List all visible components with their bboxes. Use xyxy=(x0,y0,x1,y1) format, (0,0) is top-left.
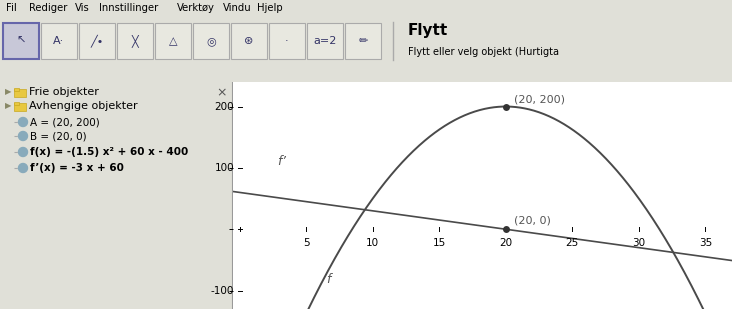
Text: ✏: ✏ xyxy=(358,36,367,46)
FancyBboxPatch shape xyxy=(14,102,19,105)
Text: ▶: ▶ xyxy=(5,87,12,96)
Text: ╱•: ╱• xyxy=(90,35,104,47)
Text: Frie objekter: Frie objekter xyxy=(29,87,99,97)
Text: ╳: ╳ xyxy=(132,35,138,47)
FancyBboxPatch shape xyxy=(79,23,115,59)
Text: A = (20, 200): A = (20, 200) xyxy=(30,117,100,127)
FancyBboxPatch shape xyxy=(155,23,191,59)
FancyBboxPatch shape xyxy=(307,23,343,59)
Circle shape xyxy=(18,147,28,156)
Text: B = (20, 0): B = (20, 0) xyxy=(30,131,86,141)
Text: f’: f’ xyxy=(277,155,286,168)
Text: 25: 25 xyxy=(566,238,579,248)
FancyBboxPatch shape xyxy=(117,23,153,59)
Text: Flytt: Flytt xyxy=(408,23,448,38)
Text: ↖: ↖ xyxy=(16,36,26,46)
FancyBboxPatch shape xyxy=(269,23,305,59)
Text: Vis: Vis xyxy=(75,3,90,13)
Text: (20, 200): (20, 200) xyxy=(514,94,565,104)
FancyBboxPatch shape xyxy=(3,23,39,59)
Text: Vindu: Vindu xyxy=(223,3,251,13)
Circle shape xyxy=(18,163,28,172)
Text: 10: 10 xyxy=(366,238,379,248)
FancyBboxPatch shape xyxy=(14,89,26,97)
Text: f: f xyxy=(326,273,331,286)
FancyBboxPatch shape xyxy=(231,23,267,59)
Text: f’(x) = -3 x + 60: f’(x) = -3 x + 60 xyxy=(30,163,124,173)
Text: Rediger: Rediger xyxy=(29,3,68,13)
Text: 20: 20 xyxy=(499,238,512,248)
Circle shape xyxy=(18,117,28,126)
Text: 200: 200 xyxy=(214,102,234,112)
Text: Avhengige objekter: Avhengige objekter xyxy=(29,101,138,111)
Text: ×: × xyxy=(217,86,227,99)
FancyBboxPatch shape xyxy=(14,88,19,91)
Text: Flytt eller velg objekt (Hurtigta: Flytt eller velg objekt (Hurtigta xyxy=(408,47,559,57)
Text: A·: A· xyxy=(53,36,64,46)
Text: Hjelp: Hjelp xyxy=(257,3,283,13)
Text: -100: -100 xyxy=(211,286,234,296)
Text: 35: 35 xyxy=(699,238,712,248)
FancyBboxPatch shape xyxy=(193,23,229,59)
Text: 5: 5 xyxy=(303,238,310,248)
FancyBboxPatch shape xyxy=(14,103,26,111)
Text: △: △ xyxy=(169,36,177,46)
Text: ⊛: ⊛ xyxy=(244,36,254,46)
Text: 30: 30 xyxy=(632,238,646,248)
Text: a=2: a=2 xyxy=(313,36,337,46)
Text: (20, 0): (20, 0) xyxy=(514,216,550,226)
Text: ◎: ◎ xyxy=(206,36,216,46)
Text: Innstillinger: Innstillinger xyxy=(99,3,158,13)
Text: f(x) = -(1.5) x² + 60 x - 400: f(x) = -(1.5) x² + 60 x - 400 xyxy=(30,147,188,157)
Text: 100: 100 xyxy=(214,163,234,173)
Text: 15: 15 xyxy=(433,238,446,248)
FancyBboxPatch shape xyxy=(345,23,381,59)
Text: ·: · xyxy=(285,36,289,46)
Text: ▶: ▶ xyxy=(5,101,12,111)
Circle shape xyxy=(18,132,28,141)
Text: Fil: Fil xyxy=(6,3,17,13)
FancyBboxPatch shape xyxy=(41,23,77,59)
Text: Verktøy: Verktøy xyxy=(177,3,215,13)
